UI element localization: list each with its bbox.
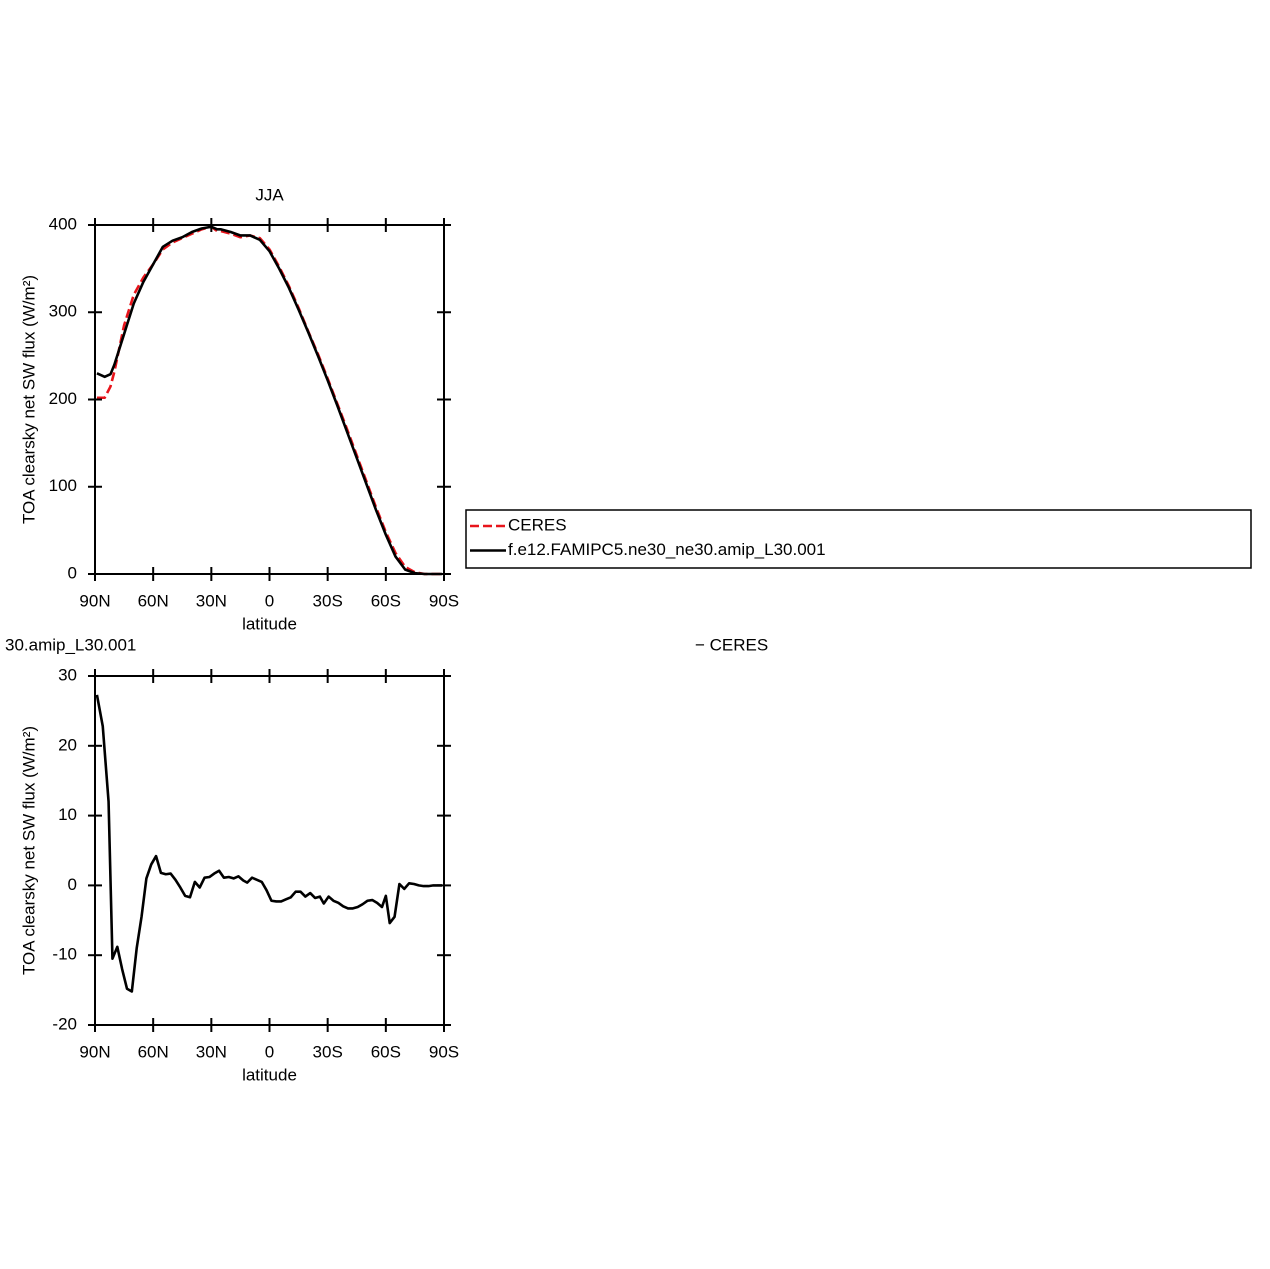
y-tick-label: 400 xyxy=(49,214,77,233)
x-tick-label: 0 xyxy=(265,1042,274,1061)
chart-title: JJA xyxy=(255,185,284,204)
y-tick-label: 20 xyxy=(58,735,77,754)
data-line xyxy=(95,694,443,993)
x-tick-label: 0 xyxy=(265,591,274,610)
x-tick-label: 30S xyxy=(313,1042,343,1061)
x-tick-label: 60N xyxy=(138,1042,169,1061)
y-tick-label: -20 xyxy=(52,1014,77,1033)
x-tick-label: 90S xyxy=(429,591,459,610)
legend-label: CERES xyxy=(508,515,567,534)
x-tick-label: 90N xyxy=(79,591,110,610)
x-axis-label: latitude xyxy=(242,614,297,633)
y-tick-label: 300 xyxy=(49,302,77,321)
x-tick-label: 60S xyxy=(371,591,401,610)
y-tick-label: 100 xyxy=(49,476,77,495)
legend-box xyxy=(465,509,1252,569)
y-axis-label: TOA clearsky net SW flux (W/m²) xyxy=(19,275,38,524)
y-tick-label: 0 xyxy=(68,563,77,582)
x-axis-label: latitude xyxy=(242,1065,297,1084)
y-tick-label: -10 xyxy=(52,945,77,964)
data-line xyxy=(96,225,443,576)
y-tick-label: 0 xyxy=(68,875,77,894)
data-line xyxy=(96,225,443,576)
x-tick-label: 60N xyxy=(138,591,169,610)
y-axis-label: TOA clearsky net SW flux (W/m²) xyxy=(19,726,38,975)
y-tick-label: 30 xyxy=(58,665,77,684)
x-tick-label: 30N xyxy=(196,1042,227,1061)
y-tick-label: 200 xyxy=(49,389,77,408)
x-tick-label: 90N xyxy=(79,1042,110,1061)
legend-label: f.e12.FAMIPC5.ne30_ne30.amip_L30.001 xyxy=(508,540,826,559)
x-tick-label: 30N xyxy=(196,591,227,610)
chart-title: 30.amip_L30.001 xyxy=(5,635,136,654)
x-tick-label: 30S xyxy=(313,591,343,610)
x-tick-label: 60S xyxy=(371,1042,401,1061)
y-tick-label: 10 xyxy=(58,805,77,824)
plot-frame xyxy=(94,675,445,1026)
chart-title: − CERES xyxy=(695,635,768,654)
x-tick-label: 90S xyxy=(429,1042,459,1061)
